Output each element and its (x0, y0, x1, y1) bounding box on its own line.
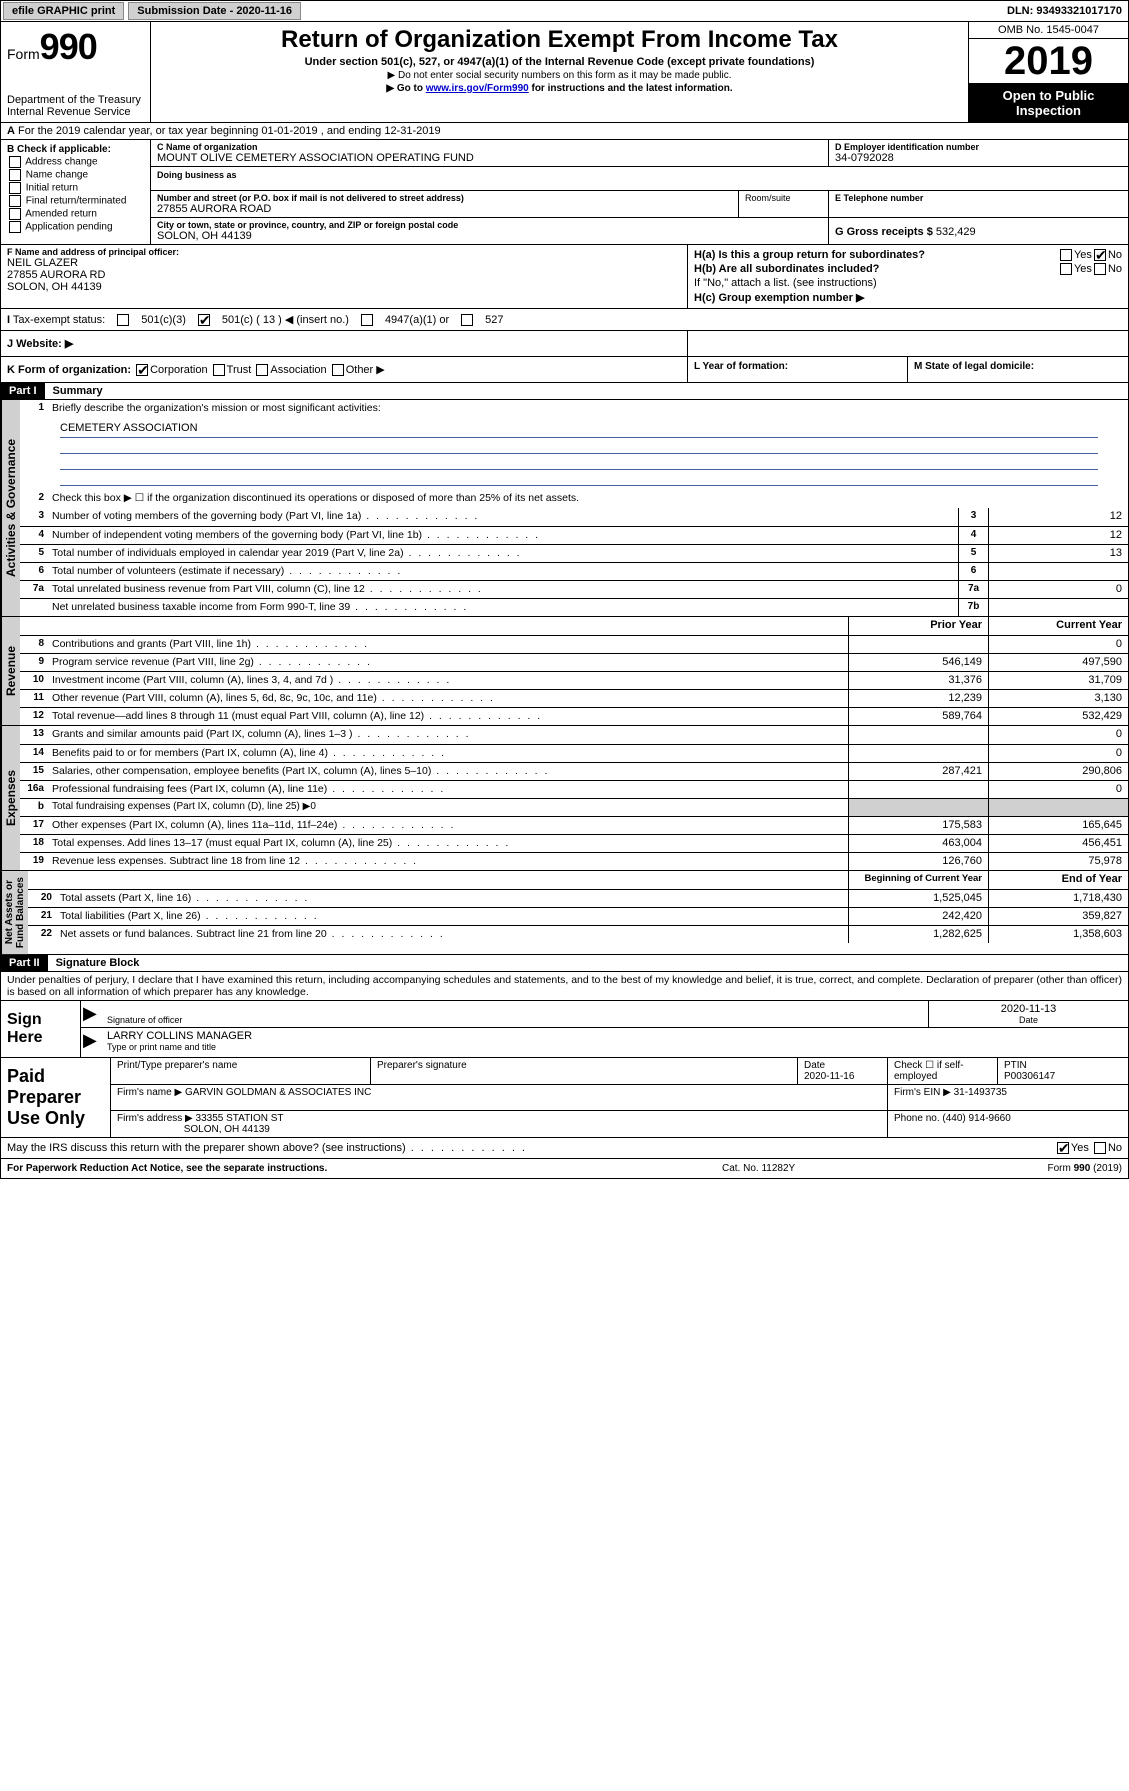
addr-label: Number and street (or P.O. box if mail i… (157, 193, 732, 203)
efile-print-button[interactable]: efile GRAPHIC print (3, 2, 124, 20)
ein-label: D Employer identification number (835, 142, 1122, 152)
dept-label: Department of the Treasury (7, 94, 144, 106)
city-value: SOLON, OH 44139 (157, 230, 822, 242)
ptin: P00306147 (1004, 1071, 1055, 1082)
org-name-label: C Name of organization (157, 142, 822, 152)
part2-title: Signature Block (48, 955, 148, 971)
tel-label: E Telephone number (835, 193, 1122, 203)
tab-expenses: Expenses (1, 726, 20, 870)
discuss-question: May the IRS discuss this return with the… (7, 1142, 1055, 1154)
part2-header: Part II (1, 955, 48, 971)
addr-value: 27855 AURORA ROAD (157, 203, 732, 215)
col-b-checkboxes: B Check if applicable: Address change Na… (1, 140, 151, 244)
org-name: MOUNT OLIVE CEMETERY ASSOCIATION OPERATI… (157, 152, 822, 164)
top-toolbar: efile GRAPHIC print Submission Date - 20… (0, 0, 1129, 22)
sign-here-label: Sign Here (1, 1001, 81, 1057)
footer: For Paperwork Reduction Act Notice, see … (1, 1159, 1128, 1178)
irs-label: Internal Revenue Service (7, 106, 144, 118)
paid-preparer-label: Paid Preparer Use Only (1, 1058, 111, 1137)
mission-text: CEMETERY ASSOCIATION (60, 422, 1098, 438)
note-link: ▶ Go to www.irs.gov/Form990 for instruct… (161, 83, 958, 94)
city-label: City or town, state or province, country… (157, 220, 822, 230)
signer-name: LARRY COLLINS MANAGER (107, 1030, 1122, 1042)
tax-year: 2019 (969, 39, 1128, 84)
dba-label: Doing business as (157, 170, 237, 180)
gross-receipts: G Gross receipts $ 532,429 (828, 218, 1128, 244)
note-ssn: ▶ Do not enter social security numbers o… (161, 70, 958, 81)
state-domicile: M State of legal domicile: (908, 357, 1128, 382)
row-a-tax-year: A For the 2019 calendar year, or tax yea… (1, 123, 1128, 140)
part1-title: Summary (45, 383, 111, 399)
room-label: Room/suite (738, 191, 828, 217)
form-of-org: K Form of organization: Corporation Trus… (1, 357, 688, 382)
dln-label: DLN: 93493321017170 (1001, 5, 1128, 17)
col-h-group: H(a) Is this a group return for subordin… (688, 245, 1128, 308)
firm-name: GARVIN GOLDMAN & ASSOCIATES INC (185, 1087, 371, 1098)
year-formation: L Year of formation: (688, 357, 908, 382)
form-number: Form990 (7, 26, 144, 68)
tab-activities-governance: Activities & Governance (1, 400, 20, 616)
form-subtitle: Under section 501(c), 527, or 4947(a)(1)… (161, 56, 958, 68)
form-title: Return of Organization Exempt From Incom… (161, 26, 958, 54)
part1-header: Part I (1, 383, 45, 399)
tab-net-assets: Net Assets orFund Balances (1, 871, 28, 954)
perjury-declaration: Under penalties of perjury, I declare th… (1, 972, 1128, 1001)
tab-revenue: Revenue (1, 617, 20, 725)
col-f-officer: F Name and address of principal officer:… (1, 245, 688, 308)
website-row: J Website: ▶ (1, 331, 688, 356)
ein-value: 34-0792028 (835, 152, 1122, 164)
tax-exempt-status: I Tax-exempt status: 501(c)(3) 501(c) ( … (1, 309, 1128, 331)
form-header: Form990 Department of the Treasury Inter… (1, 22, 1128, 123)
open-to-public: Open to Public Inspection (969, 84, 1128, 122)
submission-date-button[interactable]: Submission Date - 2020-11-16 (128, 2, 301, 20)
instructions-link[interactable]: www.irs.gov/Form990 (426, 83, 529, 94)
omb-number: OMB No. 1545-0047 (969, 22, 1128, 39)
